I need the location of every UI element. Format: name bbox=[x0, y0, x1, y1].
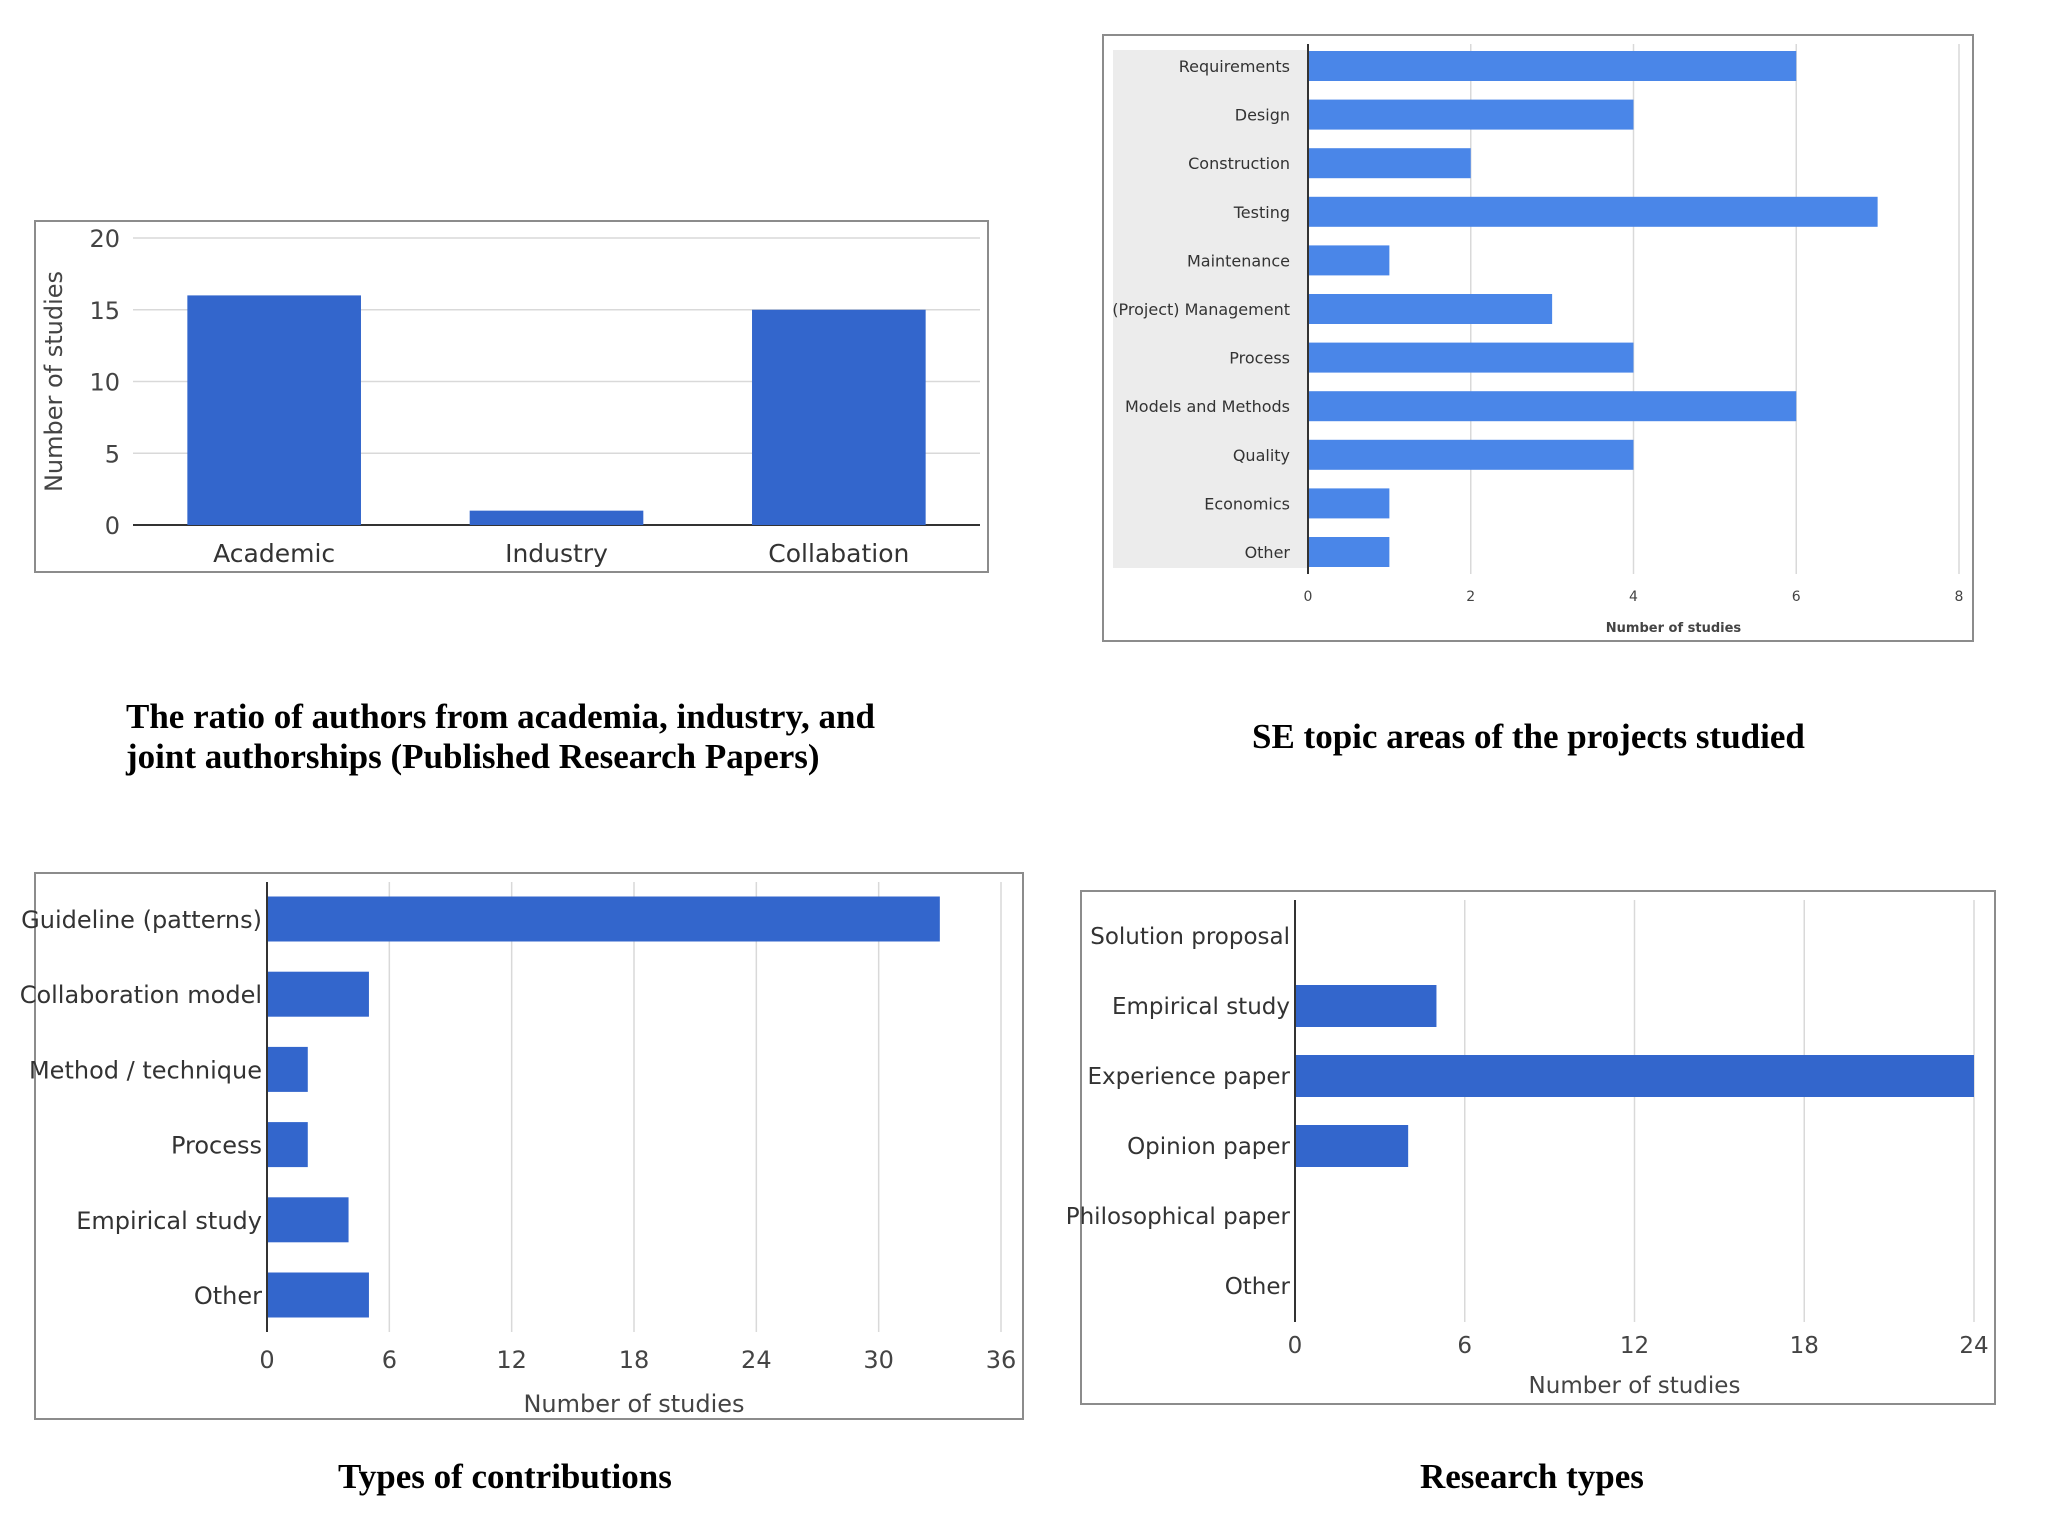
y-category-label: Opinion paper bbox=[1127, 1134, 1290, 1160]
x-category-label: Industry bbox=[505, 539, 608, 568]
bar bbox=[1309, 196, 1878, 227]
y-category-label: (Project) Management bbox=[1112, 300, 1290, 319]
bar bbox=[1309, 488, 1390, 519]
x-tick-label: 18 bbox=[1790, 1333, 1819, 1359]
y-category-label: Quality bbox=[1233, 446, 1290, 465]
y-tick-label: 10 bbox=[89, 369, 120, 397]
x-tick-label: 4 bbox=[1629, 589, 1638, 605]
x-axis-label: Number of studies bbox=[1529, 1373, 1741, 1399]
y-category-label: Models and Methods bbox=[1125, 397, 1290, 416]
research-types-chart-svg: 0 6 12 18 24 Solution proposal Empirical study… bbox=[1066, 890, 1996, 1405]
bar bbox=[752, 309, 926, 525]
authorship-chart: 0 5 10 15 20 Academic Industry Collabation Numbe… bbox=[0, 0, 1010, 600]
y-category-label: Requirements bbox=[1179, 57, 1290, 76]
chart-frame bbox=[1080, 890, 1996, 1405]
bar bbox=[1309, 51, 1797, 81]
y-category-label: Process bbox=[171, 1132, 262, 1160]
bar bbox=[1309, 537, 1390, 567]
bar bbox=[268, 896, 940, 942]
y-category-label: Other bbox=[194, 1282, 262, 1310]
y-category-label: Economics bbox=[1204, 494, 1290, 513]
caption-line-2: joint authorships (Published Research Pa… bbox=[126, 737, 820, 776]
y-tick-label: 5 bbox=[105, 440, 120, 468]
x-tick-label: 24 bbox=[741, 1346, 772, 1374]
y-category-label: Other bbox=[1245, 543, 1291, 562]
se-topics-chart-caption: SE topic areas of the projects studied bbox=[1252, 717, 1805, 756]
y-category-label: Empirical study bbox=[1112, 994, 1290, 1020]
bar bbox=[1309, 148, 1471, 179]
chart-frame bbox=[34, 872, 1024, 1420]
bar bbox=[1296, 1125, 1409, 1167]
x-tick-label: 12 bbox=[496, 1346, 527, 1374]
y-category-label: Experience paper bbox=[1088, 1064, 1291, 1090]
bar bbox=[187, 295, 361, 525]
contributions-chart-caption: Types of contributions bbox=[338, 1457, 672, 1496]
y-category-label: Empirical study bbox=[76, 1207, 262, 1235]
authorship-chart-svg: 0 5 10 15 20 Academic Industry Collabation Numbe… bbox=[34, 220, 989, 573]
bar bbox=[469, 510, 644, 525]
y-category-label: Philosophical paper bbox=[1066, 1204, 1291, 1230]
y-axis-label: Number of studies bbox=[40, 271, 68, 492]
bar bbox=[1296, 985, 1437, 1027]
x-tick-label: 8 bbox=[1955, 589, 1964, 605]
bar bbox=[1309, 294, 1553, 324]
y-category-label: Solution proposal bbox=[1090, 924, 1290, 950]
y-tick-label: 15 bbox=[89, 297, 120, 325]
contributions-chart-svg: 0 6 12 18 24 30 36 Guideline (patterns) Collabor… bbox=[20, 872, 1024, 1420]
y-category-label: Testing bbox=[1233, 203, 1290, 222]
y-category-label: Design bbox=[1235, 106, 1290, 125]
y-category-label: Guideline (patterns) bbox=[21, 906, 262, 934]
label-band bbox=[1113, 50, 1308, 568]
y-category-label: Maintenance bbox=[1187, 251, 1290, 270]
x-tick-label: 6 bbox=[1457, 1333, 1472, 1359]
x-tick-label: 30 bbox=[863, 1346, 894, 1374]
x-axis-label: Number of studies bbox=[523, 1390, 744, 1418]
y-category-label: Method / technique bbox=[29, 1056, 262, 1084]
bar bbox=[268, 971, 369, 1017]
x-tick-label: 36 bbox=[986, 1346, 1017, 1374]
x-tick-label: 2 bbox=[1466, 589, 1475, 605]
caption-line-1: The ratio of authors from academia, indu… bbox=[126, 697, 875, 736]
research-types-chart-caption: Research types bbox=[1420, 1457, 1644, 1496]
x-category-label: Collabation bbox=[768, 539, 909, 568]
x-tick-label: 6 bbox=[1792, 589, 1801, 605]
bar bbox=[268, 1046, 308, 1092]
y-category-label: Process bbox=[1229, 349, 1290, 368]
x-tick-label: 24 bbox=[1959, 1333, 1988, 1359]
se-topics-chart-svg: 0 2 4 6 8 Requirements Design Construction Testi… bbox=[1102, 34, 1974, 642]
authorship-chart-caption: The ratio of authors from academia, indu… bbox=[126, 697, 986, 777]
y-category-label: Construction bbox=[1188, 154, 1290, 173]
bar bbox=[1309, 99, 1634, 130]
bar bbox=[1309, 245, 1390, 276]
x-tick-label: 18 bbox=[619, 1346, 650, 1374]
bar bbox=[1309, 391, 1797, 422]
x-tick-label: 12 bbox=[1620, 1333, 1649, 1359]
x-tick-label: 0 bbox=[259, 1346, 274, 1374]
x-axis-label: Number of studies bbox=[1606, 621, 1742, 636]
bar bbox=[1309, 342, 1634, 373]
bar bbox=[268, 1272, 369, 1318]
bar bbox=[268, 1197, 349, 1243]
y-category-label: Collaboration model bbox=[20, 981, 262, 1009]
y-category-label: Other bbox=[1225, 1274, 1291, 1300]
x-tick-label: 0 bbox=[1288, 1333, 1303, 1359]
x-tick-label: 6 bbox=[382, 1346, 397, 1374]
bar bbox=[1296, 1055, 1974, 1097]
y-tick-label: 0 bbox=[105, 512, 120, 540]
y-tick-label: 20 bbox=[89, 225, 120, 253]
bar bbox=[1309, 439, 1634, 470]
bar bbox=[268, 1122, 308, 1168]
x-category-label: Academic bbox=[213, 539, 335, 568]
x-tick-label: 0 bbox=[1304, 589, 1313, 605]
